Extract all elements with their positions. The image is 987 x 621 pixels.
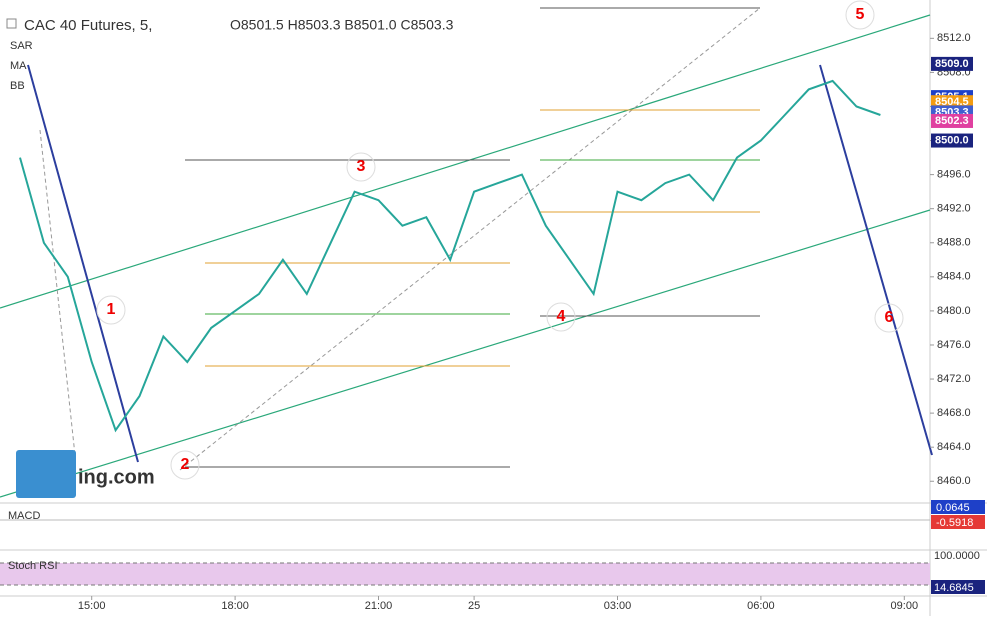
annotation-circle	[874, 303, 904, 333]
channel-line	[0, 209, 931, 498]
stoch-value: 14.6845	[934, 582, 974, 594]
macd-label: MACD	[8, 510, 40, 522]
annotation-circle	[546, 302, 576, 332]
stoch-value-box	[931, 580, 985, 594]
price-label-box	[931, 133, 973, 148]
x-tick-label: 09:00	[891, 600, 919, 612]
macd-value: 0.0645	[936, 502, 970, 514]
collapse-icon[interactable]	[6, 18, 17, 29]
trend-arrow	[27, 64, 139, 463]
annotation: 6	[885, 309, 894, 326]
indicator-label: SAR	[10, 40, 33, 52]
trend-arrow	[819, 64, 933, 456]
x-tick-label: 21:00	[365, 600, 393, 612]
annotation-circle	[346, 152, 376, 182]
macd-value: -0.5918	[936, 517, 973, 529]
price-label-box	[931, 56, 973, 71]
stoch-band	[0, 563, 930, 585]
annotation: 2	[181, 456, 190, 473]
annotation: 1	[107, 301, 116, 318]
annotation-circle	[845, 0, 875, 30]
y-tick-label: 8484.0	[937, 271, 971, 283]
x-tick-label: 25	[468, 600, 480, 612]
y-tick-label: 8468.0	[937, 407, 971, 419]
y-tick-label: 8472.0	[937, 373, 971, 385]
stoch-value: 100.0000	[934, 550, 980, 562]
annotation: 4	[557, 308, 566, 325]
y-tick-label: 8488.0	[937, 237, 971, 249]
price-label: 8509.0	[935, 58, 969, 70]
price-label: 8500.0	[935, 134, 969, 146]
price-line	[19, 79, 881, 433]
y-tick-label: 8460.0	[937, 475, 971, 487]
macd-value-box	[931, 500, 985, 514]
y-tick-label: 8492.0	[937, 203, 971, 215]
y-tick-label: 8512.0	[937, 32, 971, 44]
logo	[16, 450, 76, 498]
stoch-label: Stoch RSI	[8, 560, 58, 572]
annotation-circle	[170, 450, 200, 480]
annotation: 5	[856, 6, 865, 23]
y-tick-label: 8464.0	[937, 441, 971, 453]
x-tick-label: 18:00	[221, 600, 249, 612]
y-tick-label: 8480.0	[937, 305, 971, 317]
ohlc: O8501.5 H8503.3 B8501.0 C8503.3	[230, 17, 454, 33]
y-tick-label: 8476.0	[937, 339, 971, 351]
x-tick-label: 15:00	[78, 600, 106, 612]
watermark: ing.com	[78, 466, 155, 488]
guide-line	[179, 7, 761, 471]
chart-title: CAC 40 Futures, 5,	[24, 17, 152, 34]
macd-value-box	[931, 515, 985, 529]
annotation-circle	[96, 295, 126, 325]
indicator-label: BB	[10, 80, 25, 92]
price-label: 8504.5	[935, 96, 969, 108]
guide-line	[39, 129, 76, 456]
indicator-label: MA	[10, 60, 27, 72]
price-label: 8502.3	[935, 115, 969, 127]
price-label-box	[931, 113, 973, 128]
channel-line	[0, 14, 931, 309]
y-tick-label: 8496.0	[937, 169, 971, 181]
annotation: 3	[357, 158, 366, 175]
x-tick-label: 03:00	[604, 600, 632, 612]
x-tick-label: 06:00	[747, 600, 775, 612]
